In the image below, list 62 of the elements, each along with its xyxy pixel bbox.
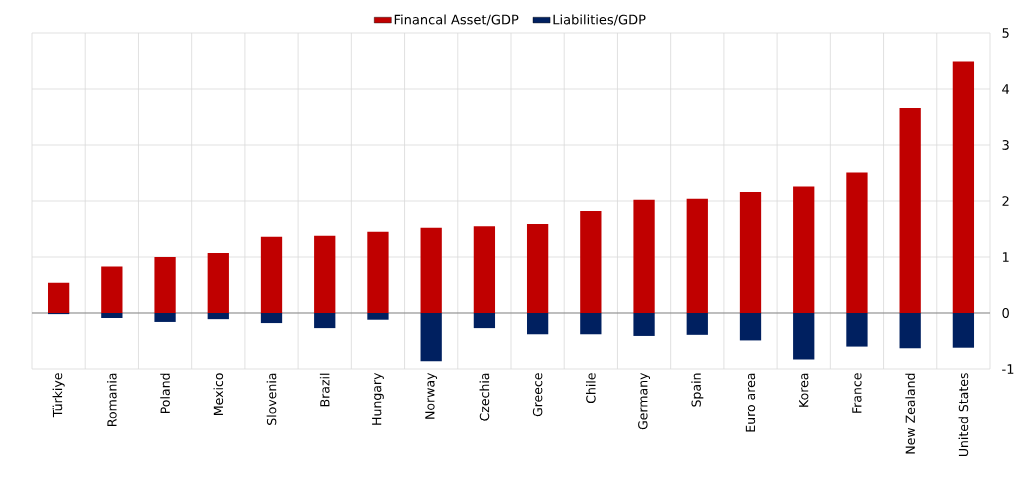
bar [314,312,336,329]
x-tick-label: Euro area [745,373,756,432]
bar [101,312,123,319]
bar [899,312,921,349]
bar [793,186,815,313]
bar [314,235,336,313]
bar [633,312,655,336]
x-tick-label: Norway [425,372,438,419]
bar [420,312,442,362]
bar [739,312,762,341]
bar [846,172,868,313]
bar [473,226,496,313]
x-tick-label: Chile [585,373,596,404]
x-tick-label: Hungary [372,372,384,425]
bar [633,199,655,313]
x-tick-label: Spain [691,373,704,407]
x-tick-label: Korea [799,373,809,407]
bar [526,223,549,313]
x-tick-label: Mexico [213,373,224,415]
x-tick-label: United States [958,373,969,457]
bar [260,236,283,313]
bar [580,211,602,313]
x-tick-label: Brazil [319,373,330,407]
legend-label: Financal Asset/GDP [394,14,519,26]
y-tick-label: 3 [1002,140,1009,150]
bar [473,312,496,329]
x-tick-label: Czechia [479,373,490,421]
x-tick-label: Germany [638,372,650,430]
bar [739,192,762,313]
bar [952,61,975,313]
bar [47,282,70,313]
y-tick-label: 0 [1002,308,1009,318]
bar [260,312,283,324]
x-tick-label: Türkiye [52,373,65,418]
bar [420,227,442,313]
bar [952,312,975,348]
y-tick-label: 2 [1002,196,1009,206]
bar [367,231,389,313]
bar [526,312,549,335]
x-tick-label: Romania [107,373,117,426]
y-tick-label: 5 [1002,28,1009,38]
bar [154,312,176,322]
bar [793,312,815,360]
y-tick-label: 4 [1002,84,1010,94]
legend-label: Liabilities/GDP [553,14,646,26]
bar [154,256,176,313]
x-tick-label: Greece [532,373,543,417]
bar [686,312,708,335]
bar [207,312,229,320]
bar [686,198,708,313]
y-tick-label: 1 [1002,252,1009,262]
x-tick-label: France [852,373,862,413]
x-tick-label: Slovenia [266,373,277,425]
bar [367,312,389,320]
bar [899,108,921,313]
x-tick-label: Poland [160,373,170,414]
x-tick-label: New Zealand [905,373,915,454]
y-tick-label: -1 [1002,364,1014,374]
bar [101,266,123,313]
bar [207,253,229,313]
bar [580,312,602,335]
bar [846,312,868,347]
